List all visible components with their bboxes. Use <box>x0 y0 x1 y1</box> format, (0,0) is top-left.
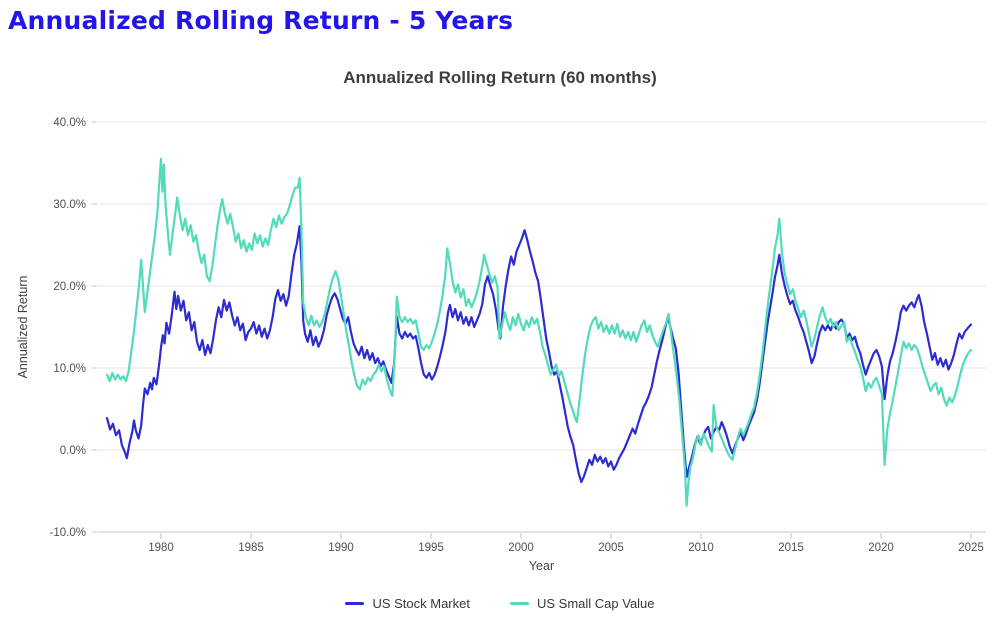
chart-title: Annualized Rolling Return (60 months) <box>343 68 657 87</box>
x-tick-label: 2010 <box>688 542 714 554</box>
x-tick-label: 1980 <box>148 542 174 554</box>
x-tick-label: 1990 <box>328 542 354 554</box>
legend-label-us-stock-market: US Stock Market <box>372 596 470 611</box>
y-tick-label: -10.0% <box>50 527 86 539</box>
x-tick-label: 2015 <box>778 542 804 554</box>
x-tick-label: 2020 <box>868 542 894 554</box>
x-tick-label: 2005 <box>598 542 624 554</box>
series-line-us-small-cap-value <box>105 157 973 507</box>
series-line-us-stock-market <box>105 225 973 484</box>
y-axis-title: Annualized Return <box>16 276 30 379</box>
y-tick-label: 40.0% <box>53 117 86 129</box>
y-tick-label: 20.0% <box>53 281 86 293</box>
x-tick-label: 1995 <box>418 542 444 554</box>
legend-label-us-small-cap-value: US Small Cap Value <box>536 596 655 611</box>
legend-swatch-us-small-cap-value <box>509 602 529 605</box>
legend-item-us-small-cap-value[interactable]: US Small Cap Value <box>509 596 655 611</box>
y-tick-label: 0.0% <box>60 445 86 457</box>
chart-legend: US Stock Market US Small Cap Value <box>0 596 1000 611</box>
y-tick-label: 10.0% <box>53 363 86 375</box>
x-tick-label: 2025 <box>958 542 984 554</box>
legend-swatch-us-stock-market <box>345 602 365 605</box>
y-tick-label: 30.0% <box>53 199 86 211</box>
x-tick-label: 2000 <box>508 542 534 554</box>
x-tick-label: 1985 <box>238 542 264 554</box>
x-axis-title: Year <box>529 559 554 573</box>
page-title: Annualized Rolling Return - 5 Years <box>8 6 514 35</box>
legend-item-us-stock-market[interactable]: US Stock Market <box>345 596 470 611</box>
